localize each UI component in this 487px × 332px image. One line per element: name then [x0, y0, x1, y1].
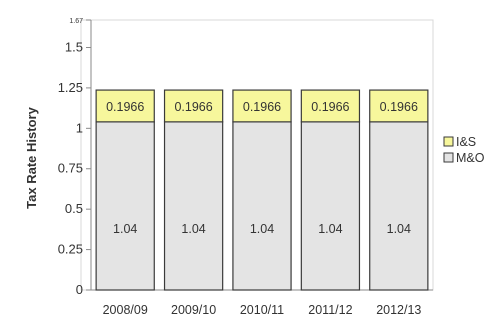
x-tick-label: 2009/10	[171, 303, 216, 317]
legend-label: I&S	[456, 135, 476, 149]
bar-mo-segment	[95, 121, 155, 291]
data-label: 0.1966	[243, 100, 281, 114]
x-axis-tick-labels: 2008/09 2009/10 2010/11 2011/12 2012/13	[103, 303, 422, 317]
y-tick-label: 0.25	[58, 242, 83, 257]
data-label: 1.04	[181, 222, 205, 236]
bar-is-segment	[232, 89, 292, 123]
legend-swatch	[443, 136, 454, 147]
bar-mo-segment	[369, 121, 429, 291]
y-tick-label: 0	[76, 282, 83, 297]
bar-mo-segment	[232, 121, 292, 291]
y-tick-label: 1.5	[65, 39, 83, 54]
legend: I&S M&O	[443, 135, 485, 165]
y-axis-title: Tax Rate History	[24, 106, 39, 208]
bar-is-segment	[369, 89, 429, 123]
data-label: 1.04	[387, 222, 411, 236]
data-label: 0.1966	[380, 100, 418, 114]
x-tick-label: 2010/11	[240, 303, 284, 317]
y-tick-label: 1.67	[69, 18, 83, 25]
legend-label: M&O	[456, 151, 485, 165]
y-tick-label: 1	[76, 120, 83, 135]
x-tick-label: 2008/09	[103, 303, 148, 317]
bar-is-segment	[95, 89, 155, 123]
bar-mo-segment	[300, 121, 361, 291]
data-label: 1.04	[113, 222, 137, 236]
x-tick-label: 2011/12	[308, 303, 352, 317]
data-label: 1.04	[318, 222, 342, 236]
bar-series: 1.04 0.1966 1.04 0.1966 1.04 0.1966 1.04 0.1966…	[95, 89, 429, 291]
bar-mo-segment	[163, 121, 224, 291]
legend-swatch	[443, 152, 454, 163]
y-tick-label: 0.75	[58, 161, 83, 176]
y-tick-label: 1.25	[58, 80, 83, 95]
data-label: 0.1966	[106, 100, 144, 114]
data-label: 0.1966	[311, 100, 349, 114]
y-axis-ticks: 0 0.25 0.5 0.75 1 1.25 1.5 1.67	[58, 18, 91, 297]
bar-is-segment	[300, 89, 361, 123]
data-label: 1.04	[250, 222, 274, 236]
data-label: 0.1966	[174, 100, 212, 114]
x-tick-label: 2012/13	[376, 303, 421, 317]
y-tick-label: 0.5	[65, 201, 83, 216]
bar-is-segment	[163, 89, 224, 123]
